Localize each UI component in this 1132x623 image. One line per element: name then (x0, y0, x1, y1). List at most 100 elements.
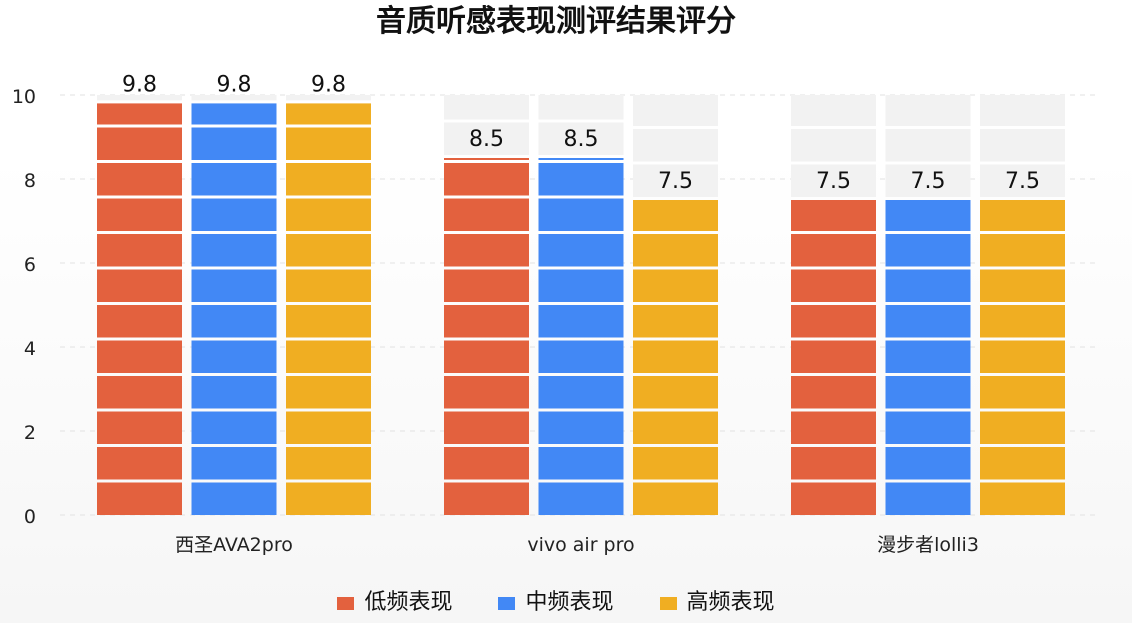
bar-segment (286, 127, 371, 160)
chart-title: 音质听感表现测评结果评分 (376, 4, 736, 39)
bar-segment (980, 340, 1065, 373)
bar-segment (980, 411, 1065, 444)
bar-segment (191, 305, 277, 338)
bar-segment (444, 340, 529, 373)
bar-segment (444, 234, 529, 267)
bar-track[interactable] (286, 95, 371, 101)
legend-swatch-mid (498, 596, 516, 610)
bar-segment (444, 95, 529, 120)
bar-segment (791, 129, 876, 162)
bar-segment (538, 340, 624, 373)
legend-swatch-low (337, 596, 355, 610)
y-tick-label: 10 (12, 86, 36, 108)
bar-segment (980, 234, 1065, 267)
bar-segment (791, 305, 876, 338)
bar-segment (191, 269, 277, 302)
data-label: 9.8 (311, 72, 346, 97)
bar-high[interactable] (286, 103, 371, 515)
bar-segment (885, 340, 971, 373)
legend-item-high[interactable]: 高频表现 (659, 588, 775, 618)
bar-segment (980, 269, 1065, 302)
y-tick-label: 6 (24, 254, 36, 276)
bar-segment (191, 198, 277, 231)
x-tick-label: 西圣AVA2pro (175, 534, 293, 556)
bar-mid[interactable] (538, 158, 624, 515)
bar-segment (885, 95, 971, 126)
bar-track[interactable] (97, 95, 182, 101)
bar-segment (538, 198, 624, 231)
bar-track[interactable] (444, 95, 529, 155)
bar-segment (444, 447, 529, 480)
bar-segment (444, 376, 529, 409)
bar-segment (538, 482, 624, 515)
bar-track[interactable] (885, 95, 971, 197)
bar-segment (97, 305, 182, 338)
x-tick-label: vivo air pro (527, 534, 634, 556)
bar-segment (97, 482, 182, 515)
bar-segment (791, 447, 876, 480)
bar-segment (191, 482, 277, 515)
bar-segment (791, 376, 876, 409)
bar-segment (444, 158, 529, 160)
bar-segment (286, 305, 371, 338)
bar-segment (191, 447, 277, 480)
bar-segment (633, 447, 718, 480)
bar-segment (885, 482, 971, 515)
data-label: 7.5 (1005, 169, 1040, 194)
bar-segment (191, 103, 277, 125)
bar-low[interactable] (97, 103, 182, 515)
legend-label-mid: 中频表现 (525, 590, 614, 615)
bar-segment (286, 447, 371, 480)
bar-segment (791, 340, 876, 373)
bar-segment (286, 198, 371, 231)
bar-segment (538, 376, 624, 409)
bar-segment (633, 95, 718, 126)
data-label: 7.5 (911, 169, 946, 194)
bar-segment (538, 158, 624, 160)
bar-segment (191, 127, 277, 160)
bar-segment (538, 305, 624, 338)
bar-high[interactable] (980, 200, 1065, 515)
bar-segment (444, 482, 529, 515)
bar-segment (980, 129, 1065, 162)
bar-segment (191, 411, 277, 444)
bar-track[interactable] (980, 95, 1065, 197)
bar-segment (980, 447, 1065, 480)
bar-segment (980, 376, 1065, 409)
bar-segment (191, 376, 277, 409)
bar-segment (791, 482, 876, 515)
bar-segment (286, 269, 371, 302)
bar-segment (538, 163, 624, 196)
bar-segment (191, 234, 277, 267)
bar-segment (444, 411, 529, 444)
bar-segment (191, 163, 277, 196)
y-tick-label: 8 (24, 170, 36, 192)
bar-segment (791, 164, 876, 197)
bar-segment (633, 305, 718, 338)
bar-segment (97, 103, 182, 125)
legend-item-mid[interactable]: 中频表现 (498, 588, 614, 618)
bar-segment (286, 482, 371, 515)
bar-low[interactable] (791, 200, 876, 515)
bar-mid[interactable] (885, 200, 971, 515)
bar-high[interactable] (633, 200, 718, 515)
bar-segment (286, 234, 371, 267)
bar-segment (97, 269, 182, 302)
bar-segment (980, 200, 1065, 231)
legend-item-low[interactable]: 低频表现 (337, 588, 452, 618)
bar-track[interactable] (191, 95, 277, 101)
bar-segment (885, 305, 971, 338)
bar-track[interactable] (791, 95, 876, 197)
bar-segment (191, 340, 277, 373)
bar-low[interactable] (444, 158, 529, 515)
bar-segment (980, 164, 1065, 197)
bar-segment (980, 482, 1065, 515)
bar-segment (885, 376, 971, 409)
y-tick-label: 4 (24, 338, 36, 360)
bar-mid[interactable] (191, 103, 277, 515)
bar-track[interactable] (538, 95, 624, 155)
bar-track[interactable] (633, 95, 718, 197)
bar-segment (980, 305, 1065, 338)
bar-segment (444, 198, 529, 231)
